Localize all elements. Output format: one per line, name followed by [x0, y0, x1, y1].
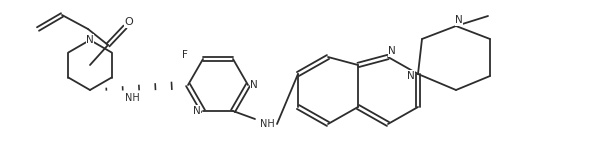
Text: N: N [193, 106, 201, 116]
Text: N: N [455, 15, 463, 25]
Text: F: F [182, 50, 188, 60]
Text: N: N [407, 71, 415, 81]
Text: O: O [125, 17, 134, 27]
Text: NH: NH [260, 119, 274, 129]
Text: N: N [86, 35, 94, 45]
Text: N: N [250, 80, 258, 90]
Text: N: N [388, 46, 396, 56]
Text: NH: NH [125, 93, 140, 103]
